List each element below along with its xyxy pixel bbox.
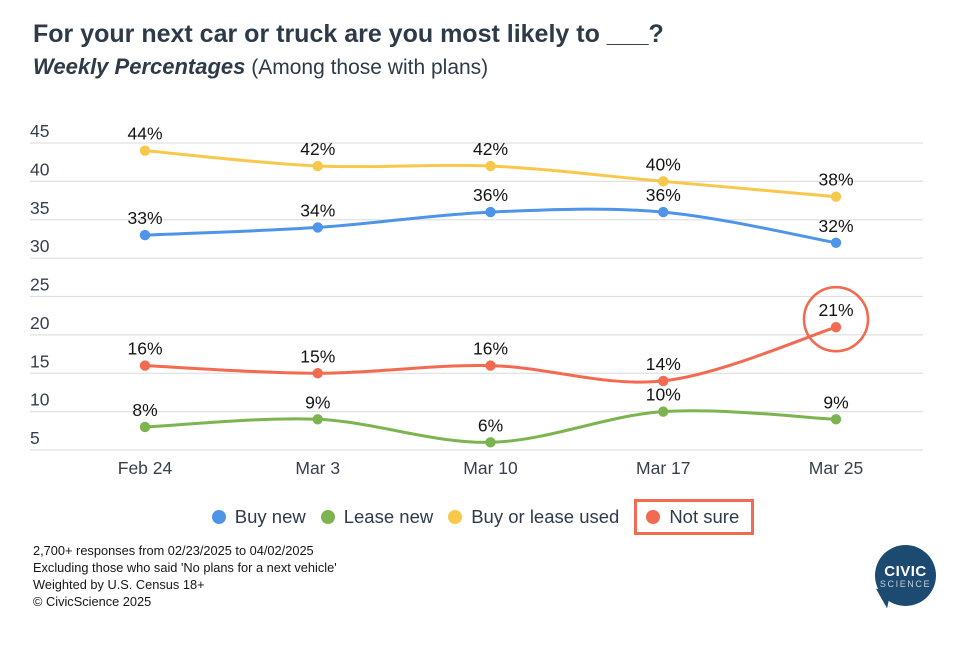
data-label-not-sure: 16%: [127, 339, 162, 359]
legend-item-lease-new[interactable]: Lease new: [320, 506, 434, 528]
y-tick-label: 45: [30, 121, 49, 141]
data-point-buy-or-lease-used: [658, 176, 669, 187]
y-tick-label: 15: [30, 351, 49, 371]
data-point-lease-new: [312, 414, 323, 425]
data-label-lease-new: 6%: [478, 415, 503, 435]
legend-label: Buy or lease used: [471, 506, 620, 527]
data-label-lease-new: 8%: [132, 400, 157, 420]
chart-header: For your next car or truck are you most …: [33, 18, 664, 81]
x-tick-label: Mar 25: [809, 458, 863, 478]
data-label-lease-new: 9%: [305, 392, 330, 412]
data-label-not-sure: 15%: [300, 346, 335, 366]
data-label-lease-new: 10%: [646, 385, 681, 405]
data-point-not-sure: [658, 375, 669, 387]
data-label-buy-or-lease-used: 42%: [473, 139, 508, 159]
legend-dot-icon: [448, 510, 463, 524]
data-point-lease-new: [139, 421, 151, 433]
data-label-buy-new: 32%: [818, 216, 853, 236]
page-title: For your next car or truck are you most …: [33, 20, 664, 48]
legend-dot-icon: [646, 510, 661, 524]
footnote-weighting: Weighted by U.S. Census 18+: [33, 577, 205, 592]
x-tick-label: Mar 17: [636, 458, 690, 478]
legend-dot-icon: [320, 510, 335, 524]
data-point-buy-or-lease-used: [485, 160, 496, 172]
data-point-lease-new: [658, 406, 669, 417]
legend-item-not-sure[interactable]: Not sure: [634, 499, 755, 535]
data-point-lease-new: [485, 437, 496, 448]
data-label-buy-or-lease-used: 40%: [646, 154, 681, 174]
y-tick-label: 35: [30, 198, 49, 218]
legend-item-buy-or-lease-used[interactable]: Buy or lease used: [448, 506, 619, 528]
data-point-not-sure: [830, 322, 842, 333]
footnote-responses: 2,700+ responses from 02/23/2025 to 04/0…: [33, 543, 314, 558]
x-tick-label: Mar 10: [463, 458, 518, 478]
legend-label: Buy new: [234, 506, 306, 527]
footnote-exclusion: Excluding those who said 'No plans for a…: [33, 560, 337, 575]
data-point-lease-new: [830, 414, 842, 425]
subtitle-bold: Weekly Percentages: [33, 53, 246, 79]
data-point-buy-or-lease-used: [139, 145, 151, 156]
y-tick-label: 5: [30, 428, 40, 448]
data-label-buy-new: 36%: [473, 185, 508, 205]
page-subtitle: Weekly Percentages (Among those with pla…: [33, 53, 664, 82]
data-label-buy-new: 34%: [300, 200, 335, 220]
data-point-buy-new: [658, 206, 669, 218]
legend-label: Not sure: [669, 506, 740, 527]
y-tick-label: 10: [30, 390, 50, 410]
y-tick-label: 30: [30, 236, 50, 256]
subtitle-rest: (Among those with plans): [245, 55, 489, 79]
highlight-circle-annotation: [802, 285, 870, 353]
y-tick-label: 40: [30, 159, 50, 179]
legend-dot-icon: [211, 510, 226, 524]
data-point-buy-new: [485, 206, 496, 218]
footnote-copyright: © CivicScience 2025: [33, 594, 152, 609]
legend-label: Lease new: [343, 506, 434, 527]
data-label-buy-or-lease-used: 42%: [300, 139, 335, 159]
data-label-buy-new: 33%: [127, 208, 162, 228]
data-label-not-sure: 14%: [646, 354, 681, 374]
y-tick-label: 25: [30, 275, 49, 295]
x-tick-label: Feb 24: [118, 458, 173, 478]
legend-item-buy-new[interactable]: Buy new: [211, 506, 306, 528]
data-point-buy-new: [312, 222, 323, 233]
data-label-lease-new: 9%: [823, 392, 848, 412]
logo-text-science: SCIENCE: [879, 578, 932, 589]
chart-footnotes: 2,700+ responses from 02/23/2025 to 04/0…: [33, 542, 337, 610]
logo-text-civic: CIVIC: [884, 562, 927, 580]
data-label-not-sure: 16%: [473, 339, 508, 359]
data-point-buy-or-lease-used: [830, 191, 842, 202]
x-tick-label: Mar 3: [295, 458, 340, 478]
data-point-not-sure: [139, 360, 151, 371]
data-label-buy-or-lease-used: 44%: [127, 124, 162, 144]
logo-bubble: CIVIC SCIENCE: [875, 545, 936, 606]
data-point-buy-new: [139, 229, 151, 241]
data-label-not-sure: 21%: [818, 300, 853, 320]
data-label-buy-new: 36%: [646, 185, 681, 205]
data-label-buy-or-lease-used: 38%: [818, 170, 853, 190]
data-point-buy-new: [830, 237, 842, 248]
civicscience-logo: CIVIC SCIENCE: [872, 543, 939, 611]
data-point-buy-or-lease-used: [312, 160, 323, 172]
data-point-not-sure: [485, 360, 496, 371]
y-tick-label: 20: [30, 313, 50, 333]
chart-legend: Buy new Lease new Buy or lease used Not sur…: [0, 499, 966, 535]
data-point-not-sure: [312, 368, 323, 379]
